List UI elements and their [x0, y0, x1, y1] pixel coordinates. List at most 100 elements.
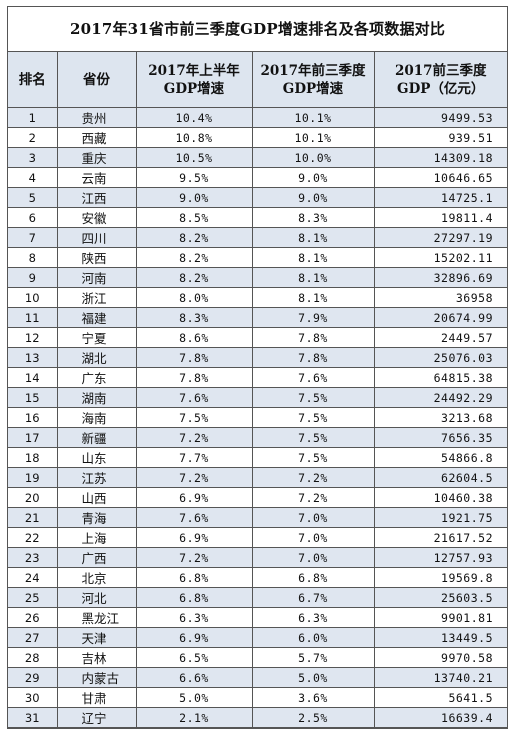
cell-h1-growth: 7.8% [136, 367, 253, 388]
table-row: 29 内蒙古 6.6% 5.0% 13740.21 [8, 667, 507, 688]
cell-rank: 26 [8, 607, 58, 628]
cell-q3-growth: 9.0% [252, 167, 375, 188]
table-row: 22 上海 6.9% 7.0% 21617.52 [8, 527, 507, 548]
cell-rank: 11 [8, 307, 58, 328]
cell-q3-gdp: 54866.8 [374, 447, 507, 468]
cell-q3-growth: 10.1% [252, 107, 375, 128]
cell-rank: 9 [8, 267, 58, 288]
cell-h1-growth: 8.2% [136, 227, 253, 248]
cell-rank: 4 [8, 167, 58, 188]
cell-rank: 30 [8, 687, 58, 708]
cell-q3-gdp: 25603.5 [374, 587, 507, 608]
cell-q3-gdp: 13740.21 [374, 667, 507, 688]
table-row: 27 天津 6.9% 6.0% 13449.5 [8, 627, 507, 648]
cell-rank: 22 [8, 527, 58, 548]
cell-rank: 8 [8, 247, 58, 268]
cell-rank: 17 [8, 427, 58, 448]
table-row: 14 广东 7.8% 7.6% 64815.38 [8, 367, 507, 388]
cell-rank: 25 [8, 587, 58, 608]
cell-province: 浙江 [57, 287, 137, 308]
cell-q3-gdp: 5641.5 [374, 687, 507, 708]
cell-rank: 15 [8, 387, 58, 408]
cell-rank: 24 [8, 567, 58, 588]
cell-province: 新疆 [57, 427, 137, 448]
cell-q3-gdp: 27297.19 [374, 227, 507, 248]
cell-h1-growth: 8.3% [136, 307, 253, 328]
table-row: 6 安徽 8.5% 8.3% 19811.4 [8, 207, 507, 228]
cell-province: 山东 [57, 447, 137, 468]
cell-q3-growth: 10.1% [252, 127, 375, 148]
cell-province: 上海 [57, 527, 137, 548]
cell-province: 安徽 [57, 207, 137, 228]
cell-province: 甘肃 [57, 687, 137, 708]
cell-q3-growth: 8.1% [252, 287, 375, 308]
cell-rank: 6 [8, 207, 58, 228]
cell-rank: 23 [8, 547, 58, 568]
cell-province: 内蒙古 [57, 667, 137, 688]
cell-h1-growth: 6.8% [136, 587, 253, 608]
cell-rank: 16 [8, 407, 58, 428]
table-title: 2017年31省市前三季度GDP增速排名及各项数据对比 [8, 7, 507, 52]
cell-q3-gdp: 21617.52 [374, 527, 507, 548]
cell-rank: 7 [8, 227, 58, 248]
cell-q3-growth: 7.0% [252, 527, 375, 548]
cell-h1-growth: 8.2% [136, 267, 253, 288]
cell-q3-growth: 5.7% [252, 647, 375, 668]
cell-rank: 27 [8, 627, 58, 648]
cell-h1-growth: 8.6% [136, 327, 253, 348]
table-row: 17 新疆 7.2% 7.5% 7656.35 [8, 427, 507, 448]
cell-q3-growth: 6.0% [252, 627, 375, 648]
header-q3-gdp: 2017前三季度GDP（亿元） [374, 52, 507, 108]
cell-h1-growth: 8.2% [136, 247, 253, 268]
cell-q3-growth: 7.5% [252, 407, 375, 428]
cell-h1-growth: 7.5% [136, 407, 253, 428]
cell-h1-growth: 6.9% [136, 627, 253, 648]
cell-q3-growth: 7.8% [252, 327, 375, 348]
cell-q3-gdp: 25076.03 [374, 347, 507, 368]
cell-province: 天津 [57, 627, 137, 648]
cell-province: 海南 [57, 407, 137, 428]
cell-q3-growth: 7.2% [252, 467, 375, 488]
table-row: 2 西藏 10.8% 10.1% 939.51 [8, 127, 507, 148]
table-row: 13 湖北 7.8% 7.8% 25076.03 [8, 347, 507, 368]
table-row: 19 江苏 7.2% 7.2% 62604.5 [8, 467, 507, 488]
cell-q3-gdp: 24492.29 [374, 387, 507, 408]
cell-province: 陕西 [57, 247, 137, 268]
cell-h1-growth: 6.9% [136, 487, 253, 508]
cell-h1-growth: 7.2% [136, 547, 253, 568]
cell-rank: 10 [8, 287, 58, 308]
cell-q3-gdp: 2449.57 [374, 327, 507, 348]
cell-q3-gdp: 10460.38 [374, 487, 507, 508]
cell-q3-gdp: 14309.18 [374, 147, 507, 168]
header-q3-growth: 2017年前三季度GDP增速 [252, 52, 375, 108]
cell-q3-growth: 3.6% [252, 687, 375, 708]
table-row: 10 浙江 8.0% 8.1% 36958 [8, 287, 507, 308]
cell-q3-gdp: 9970.58 [374, 647, 507, 668]
cell-q3-growth: 7.9% [252, 307, 375, 328]
cell-q3-gdp: 15202.11 [374, 247, 507, 268]
cell-q3-gdp: 36958 [374, 287, 507, 308]
cell-q3-gdp: 3213.68 [374, 407, 507, 428]
cell-province: 云南 [57, 167, 137, 188]
cell-q3-gdp: 32896.69 [374, 267, 507, 288]
cell-province: 四川 [57, 227, 137, 248]
cell-h1-growth: 7.7% [136, 447, 253, 468]
table-row: 20 山西 6.9% 7.2% 10460.38 [8, 487, 507, 508]
cell-rank: 12 [8, 327, 58, 348]
cell-rank: 20 [8, 487, 58, 508]
table-row: 8 陕西 8.2% 8.1% 15202.11 [8, 247, 507, 268]
cell-q3-gdp: 10646.65 [374, 167, 507, 188]
table-row: 16 海南 7.5% 7.5% 3213.68 [8, 407, 507, 428]
cell-h1-growth: 9.0% [136, 187, 253, 208]
cell-h1-growth: 7.6% [136, 387, 253, 408]
cell-province: 福建 [57, 307, 137, 328]
cell-h1-growth: 6.6% [136, 667, 253, 688]
table-row: 7 四川 8.2% 8.1% 27297.19 [8, 227, 507, 248]
cell-province: 湖南 [57, 387, 137, 408]
table-row: 1 贵州 10.4% 10.1% 9499.53 [8, 107, 507, 128]
header-rank: 排名 [8, 52, 58, 108]
cell-rank: 29 [8, 667, 58, 688]
cell-h1-growth: 10.5% [136, 147, 253, 168]
cell-h1-growth: 7.2% [136, 427, 253, 448]
cell-q3-growth: 2.5% [252, 707, 375, 728]
